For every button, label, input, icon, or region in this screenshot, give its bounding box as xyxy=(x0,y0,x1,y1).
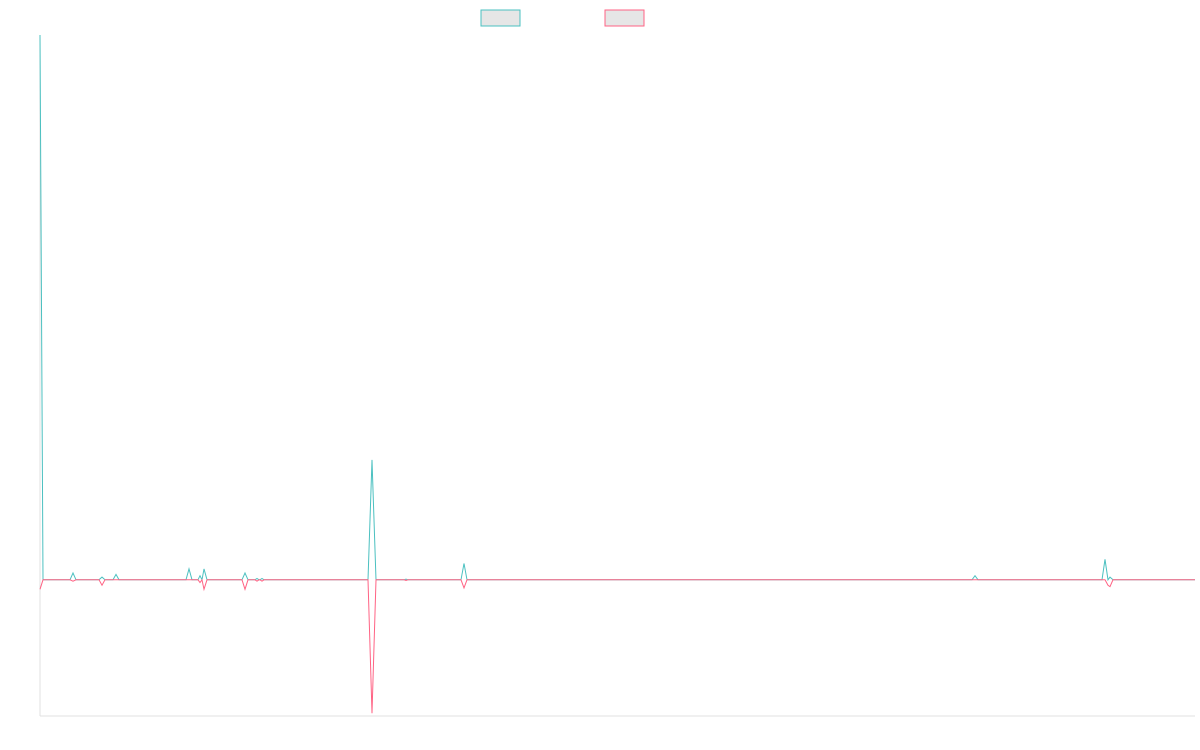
series-line xyxy=(39,34,1195,582)
legend-swatch[interactable] xyxy=(480,9,521,27)
series-line xyxy=(39,578,1195,714)
legend-swatch[interactable] xyxy=(604,9,645,27)
